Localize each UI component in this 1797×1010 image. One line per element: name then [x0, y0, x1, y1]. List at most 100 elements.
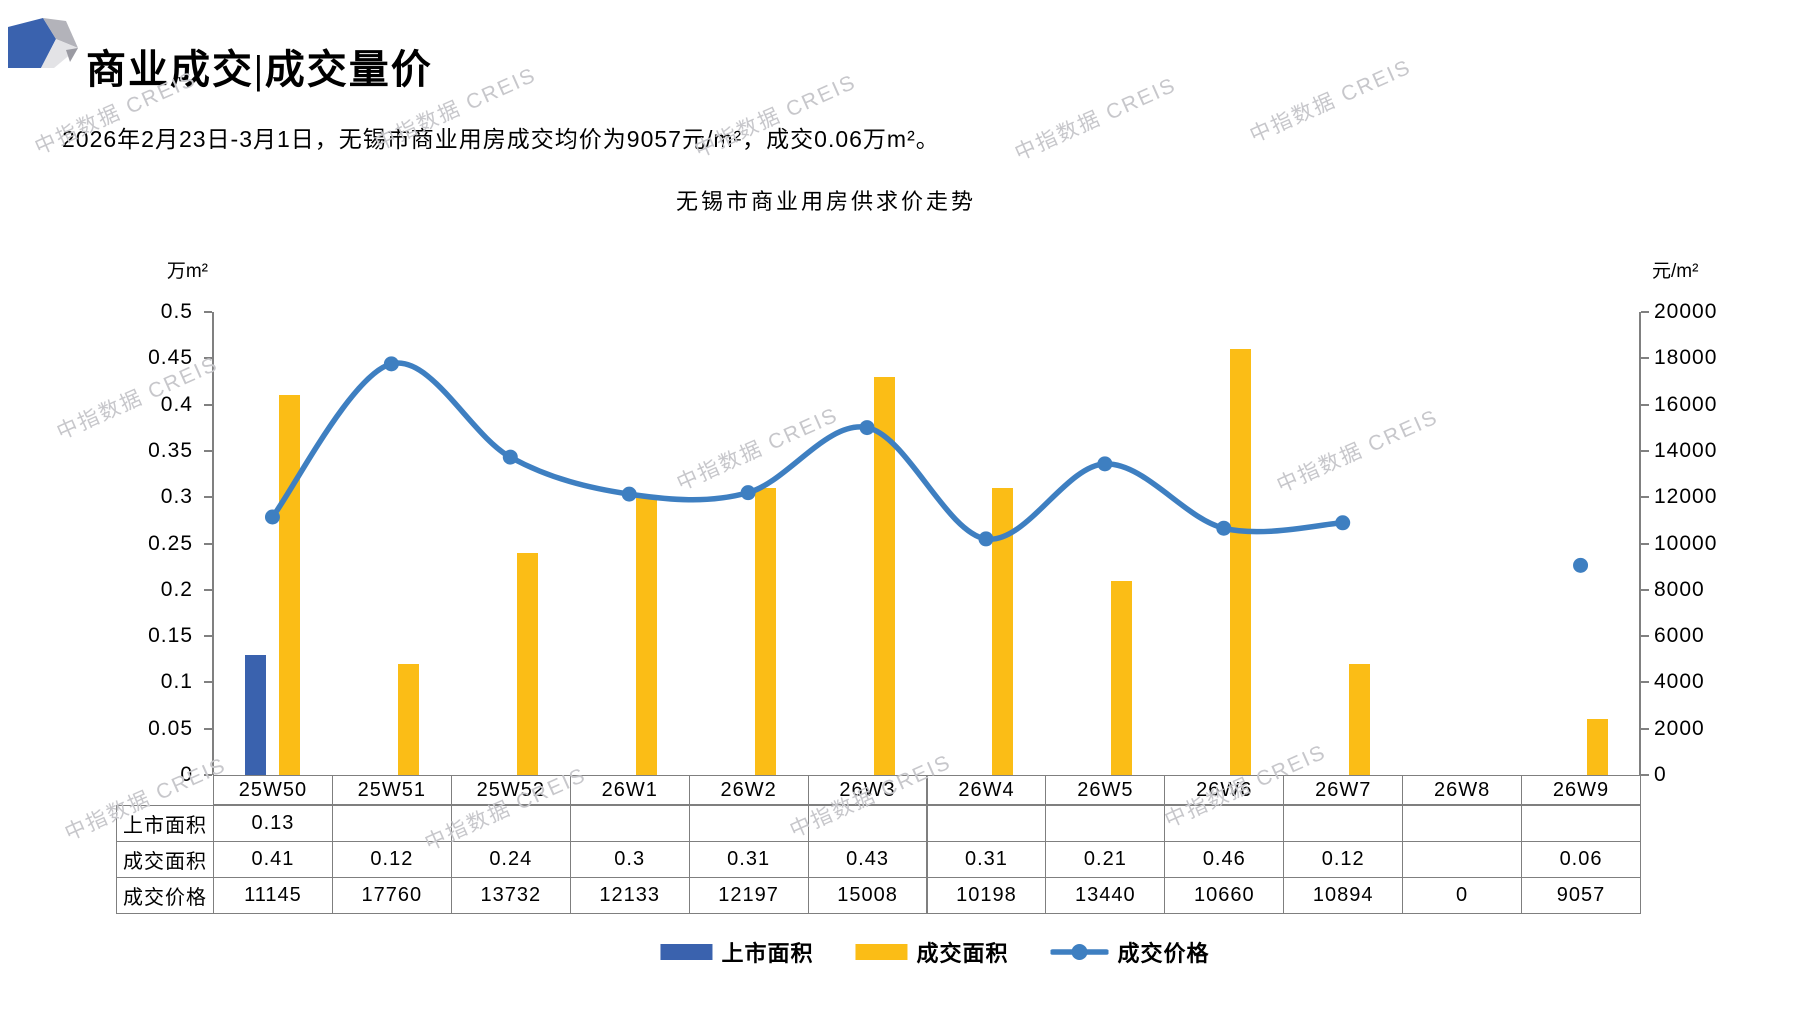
value-cell: 0.46	[1164, 841, 1285, 878]
legend-label: 成交面积	[916, 941, 1009, 966]
value-cell: 10660	[1164, 877, 1285, 914]
right-axis-tick	[1641, 542, 1649, 545]
right-axis-tick	[1641, 588, 1649, 591]
left-axis-tick-label: 0.4	[160, 392, 193, 416]
right-axis-tick-label: 10000	[1654, 531, 1718, 555]
sold-area-bar	[516, 552, 538, 775]
left-axis-tick-label: 0.2	[160, 577, 193, 601]
price-marker	[1216, 520, 1232, 536]
left-axis-tick	[204, 681, 212, 684]
sold-area-bar	[1587, 719, 1609, 775]
watermark: 中指数据 CREIS	[673, 403, 842, 496]
price-marker	[740, 485, 756, 501]
value-cell	[1402, 841, 1523, 878]
category-cell: 26W5	[1045, 775, 1166, 805]
right-axis-tick-label: 2000	[1654, 716, 1705, 740]
sold-area-bar	[635, 497, 657, 775]
watermark: 中指数据 CREIS	[1011, 73, 1180, 166]
legend-swatch-listed-area	[660, 944, 713, 960]
legend-label: 成交价格	[1117, 941, 1210, 966]
right-axis-tick	[1641, 727, 1649, 730]
legend-swatch-price-line	[1050, 944, 1109, 960]
sold-area-bar	[1230, 349, 1252, 775]
legend-swatch-sold-area	[855, 944, 908, 960]
right-axis-tick-label: 16000	[1654, 392, 1718, 416]
left-axis-tick	[204, 727, 212, 730]
left-axis-line	[212, 312, 214, 775]
left-axis-tick-label: 0.25	[148, 531, 193, 555]
row-label-cell: 成交面积	[116, 841, 214, 878]
sold-area-bar	[1349, 663, 1371, 775]
right-axis-tick	[1641, 496, 1649, 499]
left-axis-tick-label: 0.05	[148, 716, 193, 740]
category-cell: 25W50	[213, 775, 333, 805]
value-cell: 0.31	[926, 841, 1047, 878]
sold-area-bar	[278, 395, 300, 775]
sold-area-bar	[1111, 580, 1133, 775]
right-axis-tick-label: 18000	[1654, 346, 1718, 370]
value-cell: 0.13	[213, 805, 333, 842]
left-axis-tick-label: 0.5	[160, 300, 193, 323]
left-axis-tick	[204, 449, 212, 452]
price-marker	[383, 356, 399, 372]
sold-area-bar	[992, 487, 1014, 775]
left-axis-tick	[204, 774, 212, 776]
value-cell: 13440	[1045, 877, 1166, 914]
legend-label: 上市面积	[721, 941, 814, 966]
price-marker	[978, 531, 994, 547]
value-cell: 0.12	[1283, 841, 1404, 878]
value-cell: 0.21	[1045, 841, 1166, 878]
left-axis-tick-label: 0.3	[160, 485, 193, 509]
sold-area-bar	[873, 376, 895, 775]
right-axis-tick	[1641, 449, 1649, 452]
legend-item: 成交价格	[1050, 936, 1210, 968]
value-cell: 12133	[569, 877, 690, 914]
value-cell: 17760	[331, 877, 452, 914]
left-axis-tick	[204, 496, 212, 499]
right-axis-tick	[1641, 403, 1649, 406]
right-axis-tick-label: 6000	[1654, 624, 1705, 648]
left-axis-tick	[204, 311, 212, 313]
chart-title: 无锡市商业用房供求价走势	[675, 189, 977, 214]
row-label-cell: 成交价格	[116, 877, 214, 914]
right-axis-tick-label: 14000	[1654, 438, 1718, 462]
value-cell	[569, 805, 690, 842]
legend-item: 成交面积	[855, 936, 1008, 968]
right-axis-tick-label: 12000	[1654, 485, 1718, 509]
price-marker	[1335, 515, 1351, 531]
value-cell: 0	[1402, 877, 1523, 914]
category-cell: 26W2	[688, 775, 809, 805]
value-cell: 9057	[1521, 877, 1641, 914]
value-cell: 0.24	[450, 841, 571, 878]
right-axis-tick	[1641, 681, 1649, 684]
value-cell	[926, 805, 1047, 842]
category-cell: 26W7	[1283, 775, 1404, 805]
right-axis-tick-label: 8000	[1654, 577, 1705, 601]
value-cell: 0.31	[688, 841, 809, 878]
price-marker	[859, 420, 875, 436]
left-axis-tick	[204, 588, 212, 591]
value-cell: 0.06	[1521, 841, 1641, 878]
right-axis-unit: 元/m²	[1652, 261, 1699, 282]
right-axis-tick	[1641, 635, 1649, 638]
chart-legend: 上市面积 成交面积 成交价格	[660, 936, 1209, 968]
left-axis-tick	[204, 542, 212, 545]
price-line	[269, 360, 1346, 542]
category-cell: 26W4	[926, 775, 1047, 805]
page-title: 商业成交|成交量价	[86, 46, 433, 92]
right-axis-line	[1639, 312, 1641, 775]
value-cell	[1402, 805, 1523, 842]
left-axis-tick-label: 0.1	[160, 670, 193, 694]
value-cell: 15008	[807, 877, 928, 914]
creis-logo-icon	[8, 18, 78, 68]
value-cell	[1283, 805, 1404, 842]
right-axis-tick	[1641, 311, 1649, 313]
right-axis-tick-label: 4000	[1654, 670, 1705, 694]
left-axis-tick	[204, 403, 212, 406]
value-cell: 0.43	[807, 841, 928, 878]
value-cell: 12197	[688, 877, 809, 914]
right-axis-tick-label: 0	[1654, 763, 1667, 786]
left-axis-tick-label: 0.15	[148, 624, 193, 648]
category-cell: 26W9	[1521, 775, 1641, 805]
